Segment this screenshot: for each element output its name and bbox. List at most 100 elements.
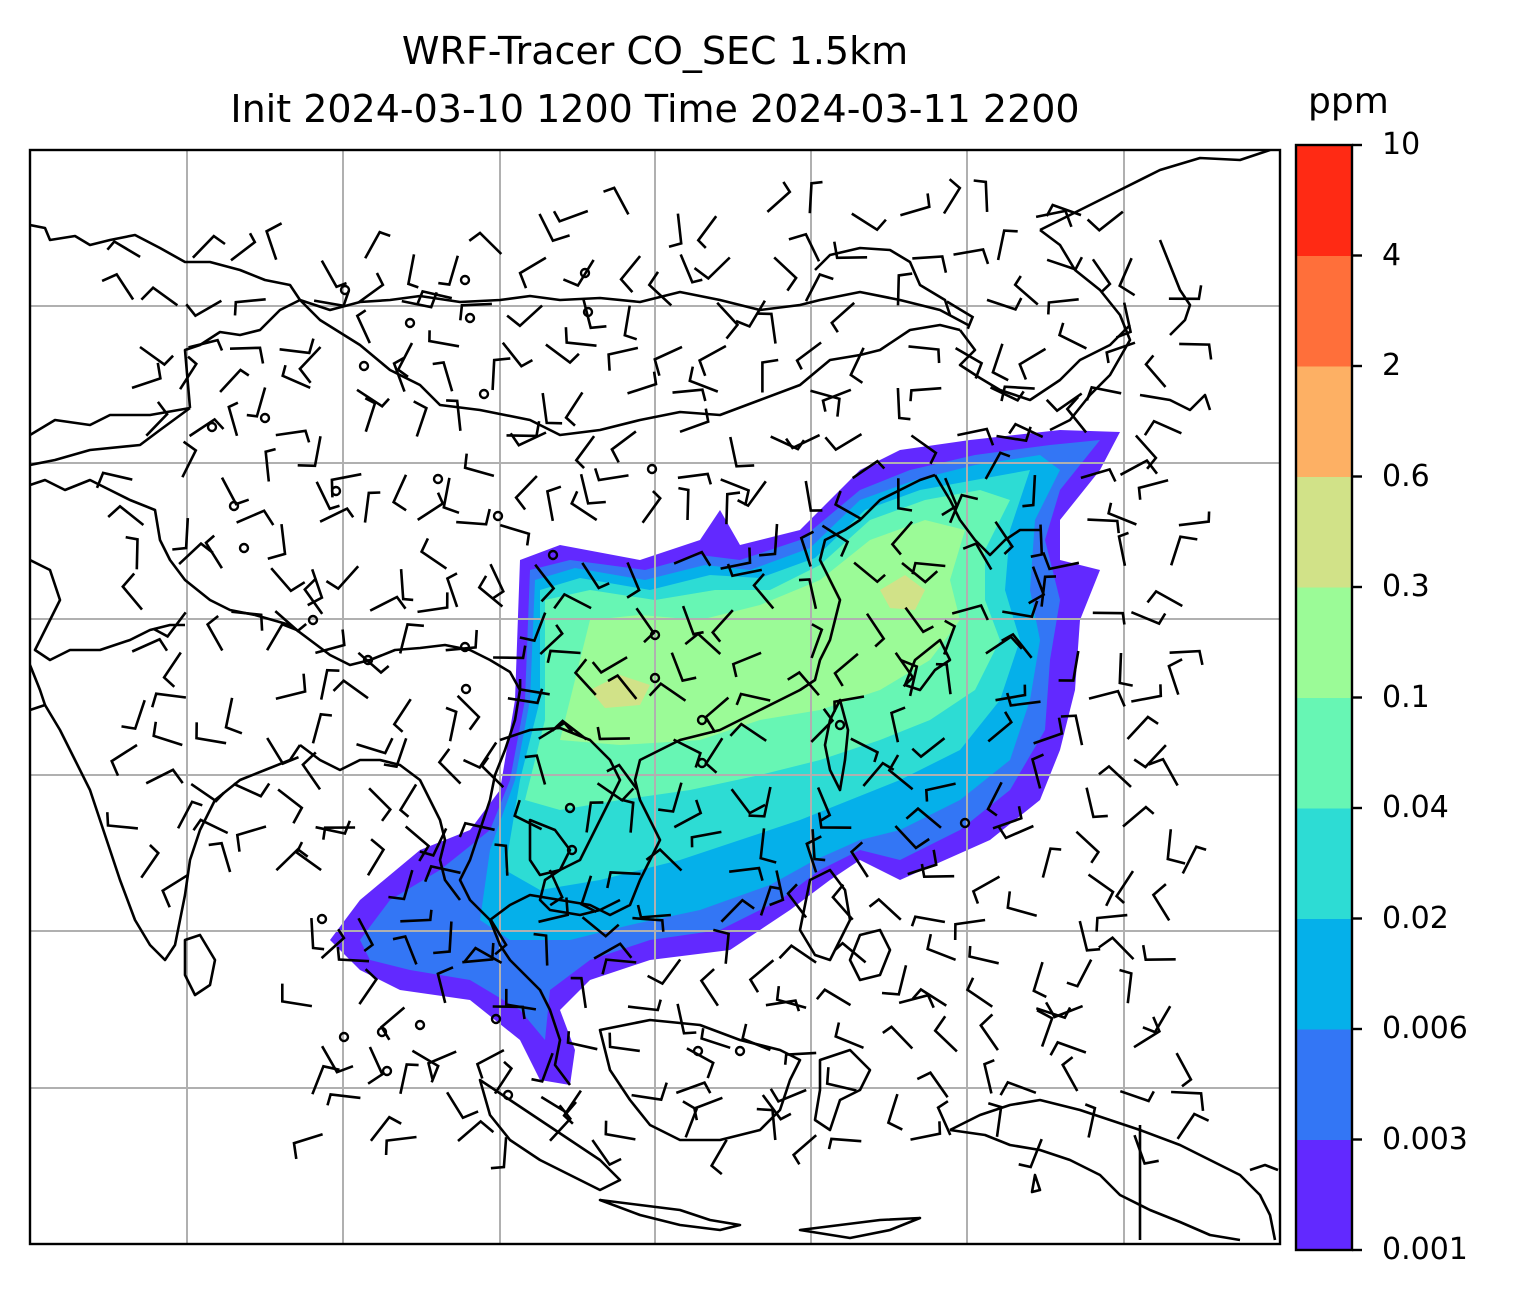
wind-barb bbox=[463, 453, 495, 478]
wind-barb bbox=[890, 520, 914, 556]
wind-barb bbox=[457, 1119, 495, 1142]
wind-barb bbox=[1118, 652, 1133, 687]
wind-barb bbox=[491, 357, 511, 391]
wind-barb bbox=[752, 573, 775, 610]
wind-barb bbox=[1117, 531, 1129, 567]
wind-barb bbox=[1085, 385, 1122, 401]
wind-barb bbox=[1107, 502, 1137, 526]
wind-barb bbox=[101, 272, 135, 301]
wind-barb bbox=[911, 561, 946, 575]
wind-barb bbox=[1040, 575, 1057, 607]
wind-barb bbox=[392, 934, 418, 965]
wind-barb bbox=[645, 847, 683, 872]
wind-barb bbox=[994, 520, 1014, 555]
wind-barb bbox=[815, 988, 852, 1007]
wind-barb bbox=[236, 509, 275, 526]
wind-barb bbox=[833, 241, 868, 260]
colorbar-segment bbox=[1296, 918, 1352, 1030]
colorbar-segment bbox=[1296, 255, 1352, 367]
wind-barb bbox=[704, 696, 730, 734]
wind-barb bbox=[1133, 1016, 1162, 1049]
wind-barb bbox=[851, 459, 886, 480]
wind-barb bbox=[1086, 210, 1124, 233]
wind-barb bbox=[1166, 829, 1186, 865]
wind-barb bbox=[573, 658, 597, 696]
wind-barb bbox=[673, 550, 712, 567]
wind-barb bbox=[653, 345, 683, 377]
wind-barb bbox=[995, 684, 1027, 702]
map-frame bbox=[28, 148, 1282, 1246]
wind-barb bbox=[957, 427, 995, 446]
colorbar-tick-label: 0.6 bbox=[1382, 458, 1430, 494]
wind-barb bbox=[1045, 392, 1083, 413]
wind-barb bbox=[1049, 1040, 1087, 1056]
wind-barb bbox=[279, 338, 315, 355]
wind-barb bbox=[1080, 467, 1117, 483]
wind-barb bbox=[506, 304, 543, 328]
wind-barb bbox=[541, 392, 563, 425]
wind-barb bbox=[989, 386, 1025, 402]
wind-barb bbox=[336, 946, 370, 963]
wind-barb bbox=[195, 722, 227, 745]
wind-barb bbox=[834, 1022, 864, 1050]
wind-barb bbox=[992, 806, 1023, 830]
wind-barb bbox=[1091, 258, 1112, 293]
wind-barb bbox=[833, 490, 863, 521]
wind-barb bbox=[1105, 341, 1136, 364]
wind-barb bbox=[795, 341, 822, 370]
wind-barb bbox=[1000, 385, 1035, 402]
wind-barb bbox=[924, 782, 956, 802]
wind-barb bbox=[161, 873, 189, 908]
wind-barb bbox=[821, 524, 850, 558]
wind-barb bbox=[910, 1121, 942, 1141]
wind-barb bbox=[311, 712, 333, 744]
wind-barb bbox=[509, 431, 547, 447]
wind-barb bbox=[1008, 422, 1044, 439]
wind-barb bbox=[889, 706, 906, 743]
wind-barb bbox=[1095, 913, 1128, 932]
wind-barb bbox=[926, 933, 957, 962]
wind-barb bbox=[886, 1093, 903, 1131]
wind-barb bbox=[303, 577, 324, 615]
wind-barb bbox=[953, 248, 990, 265]
wind-barb bbox=[962, 541, 993, 571]
wind-barb bbox=[396, 342, 414, 378]
wind-barb bbox=[773, 256, 798, 292]
wind-barb bbox=[810, 389, 841, 417]
wind-barb bbox=[224, 697, 243, 735]
wind-barb bbox=[1179, 342, 1213, 360]
wind-barb bbox=[729, 866, 764, 881]
wind-barb bbox=[531, 1052, 554, 1083]
wind-barb bbox=[436, 966, 454, 1004]
wind-barb bbox=[131, 637, 169, 653]
wind-barb bbox=[729, 722, 767, 742]
wind-barb bbox=[107, 504, 145, 527]
wind-barb bbox=[824, 432, 863, 452]
wind-barb bbox=[140, 844, 160, 879]
wind-barb bbox=[233, 298, 266, 316]
wind-barb bbox=[267, 523, 287, 561]
wind-barb bbox=[548, 869, 564, 907]
wind-barb bbox=[229, 346, 265, 364]
wind-barb bbox=[1058, 650, 1080, 682]
wind-barb bbox=[499, 523, 531, 546]
wind-barb bbox=[716, 301, 740, 340]
wind-barb bbox=[564, 391, 584, 427]
wind-barb bbox=[648, 681, 687, 702]
wind-barb bbox=[518, 679, 550, 696]
wind-barb bbox=[757, 312, 777, 344]
wind-barb bbox=[896, 272, 913, 306]
wind-barb bbox=[593, 942, 633, 960]
wind-barb bbox=[445, 572, 459, 608]
wind-barb bbox=[627, 371, 658, 395]
colorbar-tick-label: 0.02 bbox=[1382, 900, 1449, 936]
wind-barb bbox=[423, 864, 461, 883]
wind-barb bbox=[748, 959, 775, 993]
colorbar bbox=[1294, 143, 1362, 1252]
wind-barb bbox=[538, 897, 570, 924]
wind-barb bbox=[172, 518, 190, 551]
wind-barb bbox=[208, 841, 232, 873]
colorbar-segment bbox=[1296, 476, 1352, 588]
wind-barb bbox=[1148, 757, 1179, 787]
wind-barb bbox=[392, 698, 412, 733]
